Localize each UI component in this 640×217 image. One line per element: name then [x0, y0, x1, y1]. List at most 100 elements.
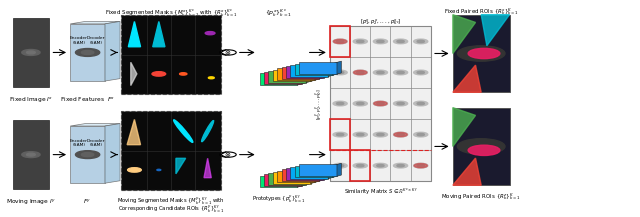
Circle shape [22, 152, 40, 158]
Text: Fixed Segmented Masks $\{M_k^x\}_{k=1}^{K^x}$ with $\{R_k^x\}_{k=1}^{K^x}$: Fixed Segmented Masks $\{M_k^x\}_{k=1}^{… [104, 8, 237, 19]
Polygon shape [319, 168, 324, 181]
Circle shape [333, 163, 347, 168]
FancyBboxPatch shape [13, 18, 49, 87]
Circle shape [180, 73, 187, 75]
Circle shape [377, 102, 384, 105]
Polygon shape [306, 172, 310, 185]
FancyBboxPatch shape [268, 173, 306, 185]
FancyBboxPatch shape [264, 72, 301, 84]
Text: Moving Image $I^y$: Moving Image $I^y$ [6, 197, 56, 207]
Circle shape [397, 40, 404, 43]
Circle shape [353, 70, 367, 75]
Polygon shape [301, 71, 306, 84]
Text: Similarity Matrix $S\in\mathbb{R}^{K^x \times K^y}$: Similarity Matrix $S\in\mathbb{R}^{K^x \… [344, 187, 417, 198]
Polygon shape [105, 123, 120, 183]
Polygon shape [453, 15, 476, 53]
Polygon shape [310, 171, 315, 184]
Circle shape [356, 40, 364, 43]
Polygon shape [315, 169, 319, 182]
Text: Encoder
(SAM): Encoder (SAM) [70, 36, 88, 45]
Text: Decoder
(SAM): Decoder (SAM) [87, 36, 106, 45]
Circle shape [26, 51, 35, 54]
Circle shape [220, 50, 236, 55]
Circle shape [468, 145, 500, 155]
Text: $\otimes$: $\otimes$ [225, 48, 232, 57]
FancyBboxPatch shape [282, 169, 319, 181]
Circle shape [333, 132, 347, 137]
Circle shape [152, 72, 166, 76]
Text: $F^y$: $F^y$ [83, 197, 92, 206]
Text: $\otimes$: $\otimes$ [225, 150, 232, 159]
Polygon shape [324, 65, 328, 78]
Circle shape [356, 102, 364, 105]
Circle shape [333, 39, 347, 44]
Circle shape [394, 70, 408, 75]
Polygon shape [315, 67, 319, 80]
Polygon shape [453, 65, 481, 92]
Text: Moving Paired ROIs $\{R_k^z\}_{k=1}^K$: Moving Paired ROIs $\{R_k^z\}_{k=1}^K$ [442, 191, 521, 202]
Circle shape [333, 39, 347, 44]
Ellipse shape [202, 121, 214, 142]
FancyBboxPatch shape [264, 174, 301, 186]
Circle shape [413, 132, 428, 137]
Circle shape [337, 40, 344, 43]
FancyBboxPatch shape [268, 71, 306, 83]
FancyBboxPatch shape [291, 167, 328, 179]
Polygon shape [481, 15, 509, 46]
Circle shape [373, 39, 387, 44]
Text: Fixed Paired ROIs $\{R_k^x\}_{k=1}^K$: Fixed Paired ROIs $\{R_k^x\}_{k=1}^K$ [444, 7, 518, 17]
Circle shape [458, 139, 505, 154]
FancyBboxPatch shape [299, 62, 337, 74]
Polygon shape [453, 158, 481, 185]
Polygon shape [129, 21, 141, 47]
Polygon shape [328, 64, 333, 77]
Polygon shape [337, 61, 341, 74]
Circle shape [397, 102, 404, 105]
Circle shape [209, 77, 214, 79]
Circle shape [377, 133, 384, 136]
FancyBboxPatch shape [277, 69, 315, 80]
Circle shape [397, 133, 404, 136]
FancyBboxPatch shape [286, 168, 324, 180]
Circle shape [377, 71, 384, 74]
FancyBboxPatch shape [121, 15, 221, 94]
Polygon shape [328, 166, 333, 179]
Circle shape [377, 164, 384, 167]
Circle shape [373, 70, 387, 75]
Polygon shape [153, 21, 165, 47]
Text: Decoder
(SAM): Decoder (SAM) [87, 139, 106, 147]
Polygon shape [127, 120, 141, 145]
Circle shape [356, 164, 364, 167]
Circle shape [333, 101, 347, 106]
Circle shape [394, 101, 408, 106]
Circle shape [417, 71, 424, 74]
Circle shape [394, 132, 407, 137]
Circle shape [394, 163, 408, 168]
Circle shape [413, 39, 428, 44]
FancyBboxPatch shape [453, 108, 509, 185]
Circle shape [373, 132, 387, 137]
FancyBboxPatch shape [121, 111, 221, 190]
Polygon shape [310, 69, 315, 81]
FancyBboxPatch shape [259, 176, 298, 187]
Circle shape [81, 153, 94, 157]
Circle shape [333, 70, 347, 75]
Circle shape [413, 70, 428, 75]
FancyBboxPatch shape [291, 65, 328, 77]
FancyBboxPatch shape [330, 26, 431, 181]
Circle shape [417, 40, 424, 43]
Circle shape [337, 133, 344, 136]
Circle shape [26, 153, 35, 156]
Circle shape [397, 164, 404, 167]
Circle shape [337, 71, 344, 74]
Circle shape [353, 39, 367, 44]
FancyBboxPatch shape [282, 67, 319, 79]
Circle shape [353, 163, 367, 168]
Polygon shape [301, 173, 306, 186]
Text: Encoder
(SAM): Encoder (SAM) [70, 139, 88, 147]
Circle shape [468, 48, 500, 59]
Circle shape [76, 49, 100, 56]
Polygon shape [333, 62, 337, 75]
Circle shape [157, 169, 161, 171]
Polygon shape [453, 108, 476, 146]
